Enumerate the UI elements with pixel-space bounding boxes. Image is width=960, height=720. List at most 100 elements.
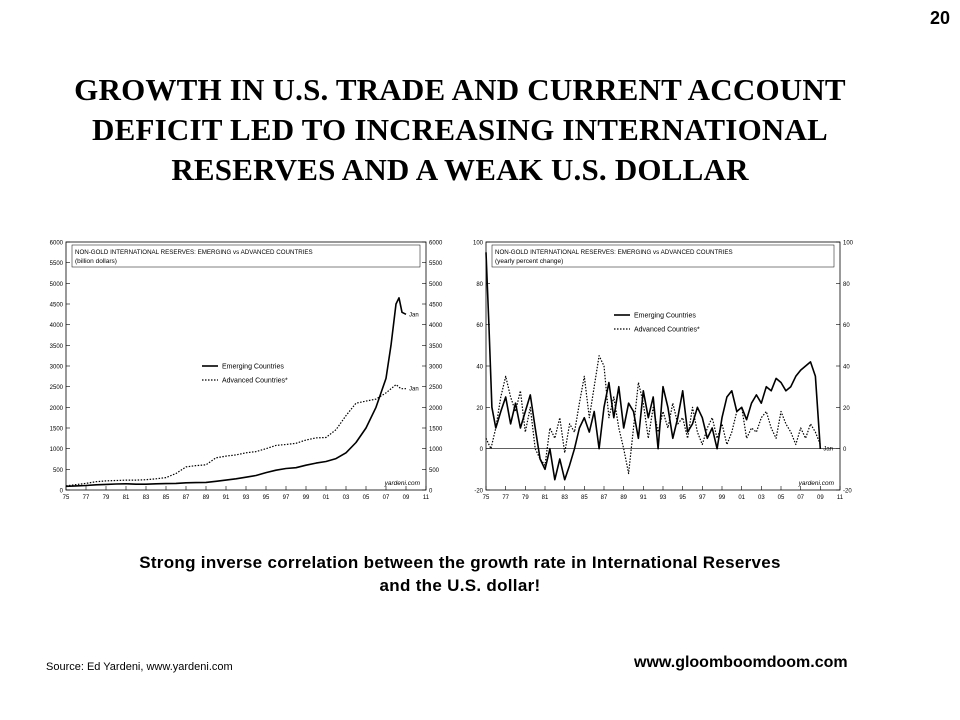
chart-credit: yardeni.com	[384, 480, 421, 487]
chart-header-box	[71, 244, 421, 268]
y-tick-label-left: 500	[53, 468, 64, 474]
y-tick-label-right: 0	[429, 489, 433, 495]
x-tick-label: 07	[797, 495, 804, 501]
x-tick-label: 85	[581, 495, 588, 501]
x-tick-label: 01	[323, 495, 330, 501]
x-tick-label: 85	[163, 495, 170, 501]
x-tick-label: 77	[83, 495, 90, 501]
chart-header-box	[491, 244, 835, 268]
y-tick-label-left: 80	[476, 282, 483, 288]
x-tick-label: 97	[699, 495, 706, 501]
y-tick-label-left: 40	[476, 365, 483, 371]
x-tick-label: 81	[123, 495, 130, 501]
x-tick-label: 11	[837, 495, 844, 501]
series-end-label: Jan	[409, 387, 419, 393]
x-tick-label: 91	[223, 495, 230, 501]
x-tick-label: 09	[403, 495, 410, 501]
y-tick-label-left: 5000	[50, 282, 64, 288]
x-tick-label: 05	[363, 495, 370, 501]
y-tick-label-left: 3000	[50, 365, 64, 371]
caption-line-2: and the U.S. dollar!	[379, 576, 541, 595]
y-tick-label-left: 2500	[50, 385, 64, 391]
chart-title: NON-GOLD INTERNATIONAL RESERVES: EMERGIN…	[495, 249, 733, 256]
y-tick-label-left: 4000	[50, 323, 64, 329]
slide-title: GROWTH IN U.S. TRADE AND CURRENT ACCOUNT…	[20, 70, 900, 190]
y-tick-label-right: 40	[843, 365, 850, 371]
x-tick-label: 91	[640, 495, 647, 501]
series-line-advanced	[65, 384, 406, 487]
x-tick-label: 03	[758, 495, 765, 501]
x-tick-label: 89	[620, 495, 627, 501]
chart-subtitle: (yearly percent change)	[495, 258, 563, 265]
x-tick-label: 03	[343, 495, 350, 501]
chart-subtitle: (billion dollars)	[75, 258, 117, 265]
x-tick-label: 93	[243, 495, 250, 501]
y-tick-label-right: -20	[843, 489, 852, 495]
y-tick-label-left: 6000	[50, 241, 64, 247]
x-tick-label: 09	[817, 495, 824, 501]
y-tick-label-left: 5500	[50, 261, 64, 267]
series-end-label: Jan	[409, 312, 419, 318]
x-tick-label: 87	[601, 495, 608, 501]
y-tick-label-right: 6000	[429, 241, 443, 247]
title-line-1: GROWTH IN U.S. TRADE AND CURRENT ACCOUNT	[74, 72, 846, 107]
x-tick-label: 05	[778, 495, 785, 501]
y-tick-label-right: 1500	[429, 427, 443, 433]
x-tick-label: 83	[561, 495, 568, 501]
y-tick-label-right: 60	[843, 323, 850, 329]
x-tick-label: 79	[103, 495, 110, 501]
x-tick-label: 87	[183, 495, 190, 501]
title-line-3: RESERVES AND A WEAK U.S. DOLLAR	[171, 152, 749, 187]
x-tick-label: 83	[143, 495, 150, 501]
x-tick-label: 99	[719, 495, 726, 501]
chart-title: NON-GOLD INTERNATIONAL RESERVES: EMERGIN…	[75, 249, 313, 256]
y-tick-label-left: 100	[473, 241, 484, 247]
y-tick-label-right: 20	[843, 406, 850, 412]
legend-label: Emerging Countries	[634, 313, 696, 320]
chart-credit: yardeni.com	[798, 480, 835, 487]
y-tick-label-left: 0	[60, 489, 64, 495]
series-line-advanced	[485, 355, 821, 475]
x-tick-label: 75	[63, 495, 70, 501]
y-tick-label-left: 0	[480, 447, 484, 453]
x-tick-label: 75	[483, 495, 490, 501]
x-tick-label: 01	[738, 495, 745, 501]
title-line-2: DEFICIT LED TO INCREASING INTERNATIONAL	[92, 112, 828, 147]
y-tick-label-right: 500	[429, 468, 440, 474]
x-tick-label: 97	[283, 495, 290, 501]
x-tick-label: 11	[423, 495, 430, 501]
y-tick-label-right: 3000	[429, 365, 443, 371]
y-tick-label-right: 80	[843, 282, 850, 288]
source-note: Source: Ed Yardeni, www.yardeni.com	[46, 661, 233, 673]
legend-label: Advanced Countries*	[222, 378, 288, 385]
x-tick-label: 81	[542, 495, 549, 501]
y-tick-label-right: 5500	[429, 261, 443, 267]
slide-caption: Strong inverse correlation between the g…	[20, 551, 900, 597]
y-tick-label-left: 3500	[50, 344, 64, 350]
y-tick-label-left: 4500	[50, 303, 64, 309]
chart-reserves-levels: 0 0 500 500 1000 1000 1500 1500 2000 2000 2500 2500…	[50, 241, 443, 502]
y-tick-label-right: 2000	[429, 406, 443, 412]
y-tick-label-right: 0	[843, 447, 847, 453]
y-tick-label-left: -20	[474, 489, 483, 495]
page-number: 20	[929, 8, 950, 28]
website-link[interactable]: www.gloomboomdoom.com	[634, 654, 848, 671]
x-tick-label: 07	[383, 495, 390, 501]
y-tick-label-left: 2000	[50, 406, 64, 412]
series-line-emerging	[485, 252, 822, 481]
y-tick-label-right: 100	[843, 241, 854, 247]
x-tick-label: 99	[303, 495, 310, 501]
legend-label: Emerging Countries	[222, 364, 284, 371]
y-tick-label-right: 2500	[429, 385, 443, 391]
y-tick-label-left: 1500	[50, 427, 64, 433]
y-tick-label-right: 1000	[429, 447, 443, 453]
y-tick-label-left: 60	[476, 323, 483, 329]
chart-reserves-growth: -20 -20 0 0 20 20 40 40 60 60 80 80 100 100 75 77 79 81 83…	[473, 241, 854, 502]
y-tick-label-right: 5000	[429, 282, 443, 288]
legend-label: Advanced Countries*	[634, 327, 700, 334]
x-tick-label: 89	[203, 495, 210, 501]
y-tick-label-right: 3500	[429, 344, 443, 350]
series-end-label: Jan	[823, 447, 833, 453]
y-tick-label-right: 4500	[429, 303, 443, 309]
caption-line-1: Strong inverse correlation between the g…	[139, 553, 781, 572]
